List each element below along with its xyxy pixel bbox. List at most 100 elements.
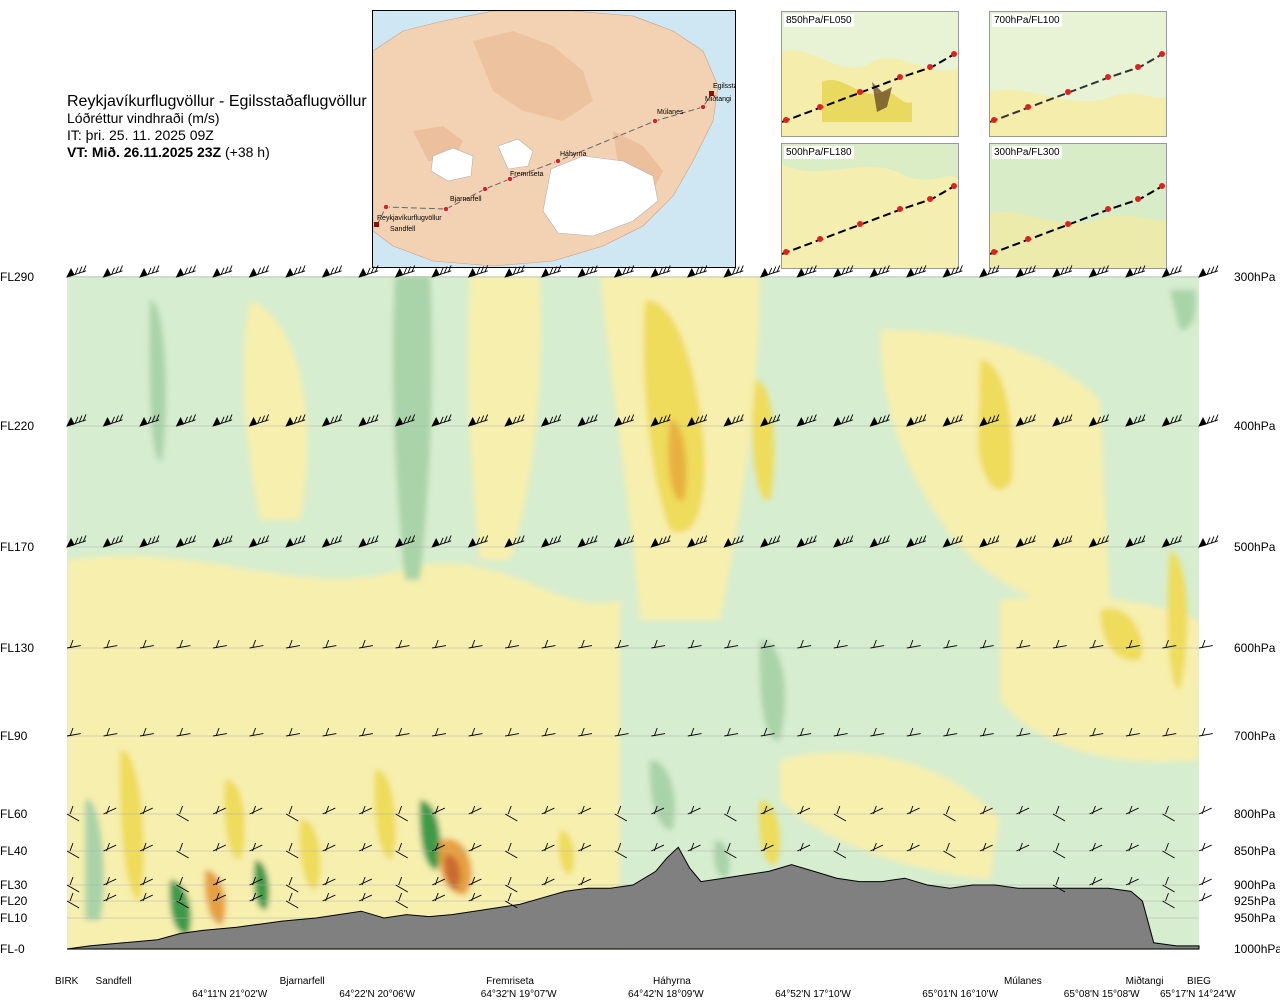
wind-barb — [1198, 727, 1213, 737]
wind-barb — [285, 892, 299, 909]
wind-barb — [760, 805, 774, 815]
wind-barb — [870, 805, 884, 815]
y-right-tick-label: 600hPa — [1234, 641, 1276, 655]
wind-barb — [467, 265, 489, 278]
wind-barb — [687, 805, 701, 815]
wind-barb — [66, 805, 80, 822]
wind-barb — [614, 639, 629, 649]
wind-barb — [614, 805, 628, 822]
wind-barb — [541, 727, 556, 737]
wind-barb — [431, 892, 446, 902]
y-left-tick-label: FL130 — [0, 641, 34, 655]
wind-barb — [176, 876, 189, 893]
wind-barb — [431, 414, 452, 427]
wind-barb — [906, 805, 920, 815]
wind-barb — [979, 414, 1000, 427]
wind-barb — [870, 842, 884, 852]
wind-barb — [906, 414, 927, 427]
x-coordinate-label: 64°32'N 19°07'W — [480, 989, 557, 1000]
wind-barb — [724, 842, 737, 859]
wind-barb — [505, 639, 520, 649]
y-right-tick-label: 1000hPa — [1234, 942, 1280, 956]
wind-barb — [577, 535, 598, 548]
wind-barb — [869, 265, 890, 278]
wind-barb — [468, 727, 483, 737]
issue-time: IT: þri. 25. 11. 2025 09Z — [67, 127, 214, 143]
wind-barb — [1198, 805, 1212, 815]
minimap-850: 850hPa/FL050 — [781, 11, 959, 137]
wind-barb — [613, 535, 635, 548]
y-right-tick-label: 800hPa — [1234, 807, 1276, 821]
x-coordinate-label: 64°42'N 18°09'W — [627, 989, 704, 1000]
wind-barb — [176, 727, 191, 737]
wind-barb — [1052, 805, 1066, 822]
wind-barb — [906, 265, 927, 278]
wind-barb — [1198, 535, 1219, 548]
wind-barb — [1162, 842, 1175, 859]
y-left-tick-label: FL10 — [0, 911, 28, 925]
wind-barb — [139, 265, 160, 278]
station-markers — [383, 104, 706, 212]
wind-barb — [578, 876, 592, 886]
x-location-label: BIRK — [55, 976, 79, 987]
minimap-300: 300hPa/FL300 — [989, 143, 1167, 269]
wind-barb — [1088, 535, 1109, 548]
wind-barb — [1052, 727, 1067, 737]
wind-barb — [870, 639, 885, 649]
wind-barb — [1162, 892, 1175, 909]
map-label-sandfell: Sandfell — [390, 226, 416, 233]
wind-barb — [942, 265, 963, 278]
wind-barb — [833, 727, 848, 737]
wind-barb — [1089, 805, 1103, 815]
wind-barb — [249, 639, 264, 649]
map-label-midtangi: Miðtangi — [705, 95, 732, 103]
wind-barb — [285, 842, 299, 859]
wind-barb — [1125, 842, 1139, 852]
wind-barb — [176, 892, 189, 909]
route-map-svg: Reykjavíkurflugvöllur Sandfell Bjarnarfe… — [373, 11, 735, 267]
valid-time-offset: (+38 h) — [224, 144, 270, 160]
wind-barb — [285, 805, 299, 822]
map-label-mulanes: Múlanes — [657, 109, 684, 116]
wind-barb — [760, 842, 774, 852]
wind-barb — [759, 414, 781, 427]
wind-barb — [175, 265, 196, 278]
wind-barb — [394, 414, 416, 427]
birk-marker — [374, 222, 379, 227]
wind-barb — [1089, 727, 1104, 737]
wind-barb — [139, 727, 154, 737]
minimap-500: 500hPa/FL180 — [781, 143, 959, 269]
wind-barb — [578, 805, 592, 815]
wind-barb — [322, 805, 336, 815]
wind-barb — [1052, 265, 1073, 278]
minimap-500-label: 500hPa/FL180 — [784, 146, 854, 159]
x-coordinate-label: 65°08'N 15°08'W — [1063, 989, 1140, 1000]
x-location-label: Fremriseta — [486, 976, 534, 987]
wind-barb — [504, 265, 525, 278]
minimap-700-label: 700hPa/FL100 — [992, 14, 1062, 27]
wind-barb — [759, 265, 781, 278]
wind-barb — [66, 265, 87, 278]
wind-barb — [651, 805, 665, 815]
wind-barb — [395, 805, 408, 822]
wind-barb — [1016, 639, 1031, 649]
wind-barb — [358, 842, 373, 852]
wind-barb — [979, 727, 994, 737]
y-left-tick-label: FL60 — [0, 807, 28, 821]
wind-barb — [1162, 876, 1175, 893]
variable-subtitle: Lóðréttur vindhraði (m/s) — [67, 110, 220, 126]
x-coordinate-label: 64°22'N 20°06'W — [339, 989, 416, 1000]
y-left-tick-label: FL20 — [0, 894, 28, 908]
wind-barb — [578, 842, 592, 852]
route-line — [376, 94, 712, 226]
wind-barb — [1162, 727, 1177, 737]
wind-barb — [66, 842, 80, 859]
x-location-label: BIEG — [1187, 976, 1211, 987]
wind-barb — [66, 876, 80, 893]
vatnajokull-glacier — [542, 155, 659, 237]
wind-barb — [723, 414, 744, 427]
y-right-tick-label: 850hPa — [1234, 844, 1276, 858]
wind-barb — [103, 639, 118, 649]
wind-barb — [1161, 414, 1182, 427]
wind-barb — [395, 639, 410, 649]
